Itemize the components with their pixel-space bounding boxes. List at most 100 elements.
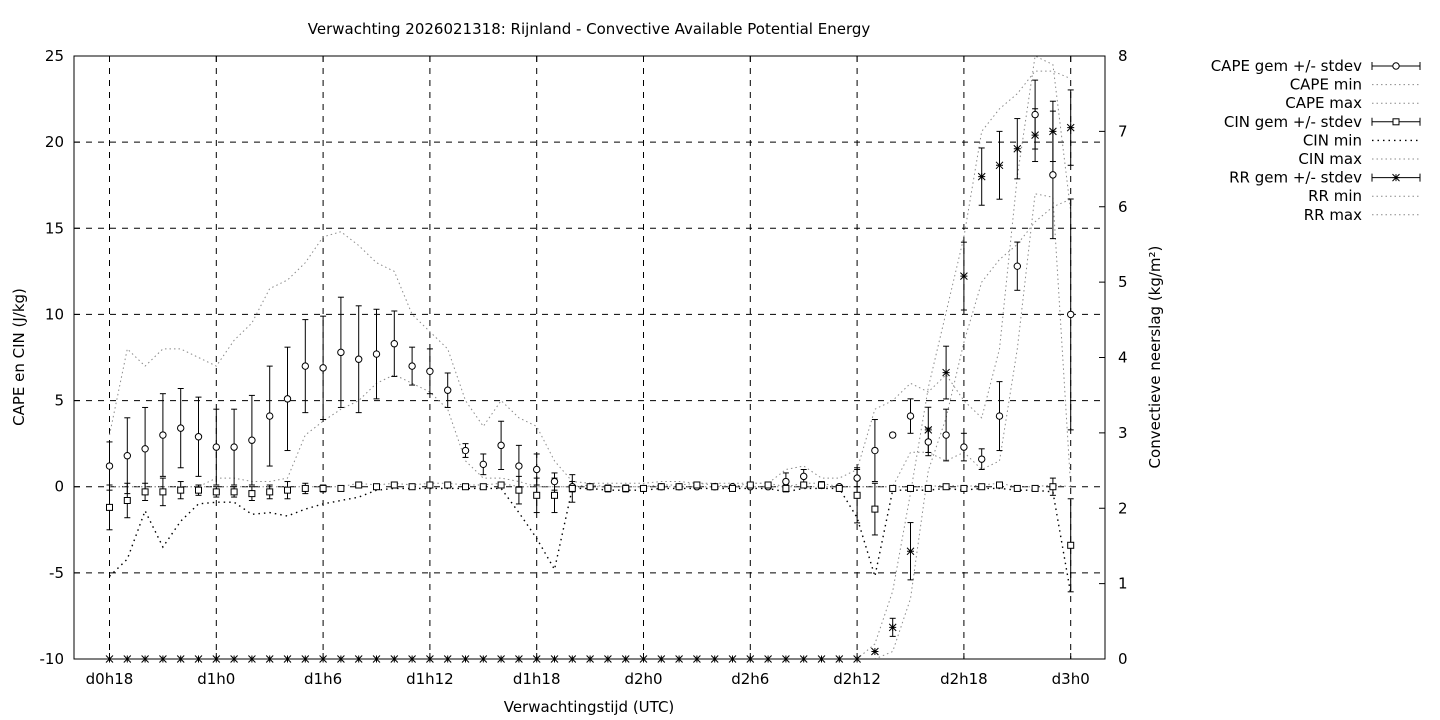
cape-gem-stdev-point [141,445,149,453]
rr-gem-stdev-point [888,623,897,632]
cape-gem-stdev-point [978,455,986,463]
cin-gem-stdev-point [195,486,202,494]
rr-gem-stdev-point [942,368,950,377]
grid [74,56,1105,659]
cape-gem-stdev-point [230,443,238,451]
rr-gem-stdev-point [995,161,1004,170]
y2-tick-label: 8 [1118,47,1128,65]
cape-gem-stdev-point [995,412,1004,420]
cin-gem-stdev-point [444,481,452,489]
cin-gem-stdev-point [1049,483,1057,491]
cape-gem-stdev-point [390,340,398,348]
cape-gem-stdev-point [123,452,132,460]
cin-gem-stdev-point [622,484,630,492]
rr-max-line [109,70,1071,660]
x-tick-label: d1h12 [406,670,454,688]
cape-gem-stdev-point [461,446,470,455]
x-tick-label: d2h18 [940,670,988,688]
legend-label-cape-max: CAPE max [1285,94,1362,112]
y2-tick-label: 7 [1118,122,1128,140]
cin-gem-stdev-point [764,481,772,489]
legend-marker-cin-gem-stdev [1392,118,1400,126]
axes: d0h18 d1h0 d1h6 d1h12 d1h18 d2h0 d2h6 d2h12 d2h1… [40,47,1128,688]
cin-gem-stdev-point [426,481,434,489]
cin-gem-stdev-point [141,488,149,496]
y2-tick-label: 2 [1118,499,1128,517]
legend-label-rr-max: RR max [1304,206,1362,224]
cape-gem-stdev-point [105,462,114,470]
x-tick-label: d3h0 [1052,670,1090,688]
cin-gem-stdev-point [408,483,416,491]
x-axis-label: Verwachtingstijd (UTC) [504,698,675,716]
y2-tick-label: 0 [1118,650,1128,668]
y-tick-label: 25 [45,47,64,65]
cin-gem-stdev-point [515,486,523,494]
cape-gem-stdev-point [426,367,434,375]
y-tick-label: 15 [45,219,64,237]
cin-gem-stdev-series [106,481,1075,549]
cape-gem-stdev-point [283,395,292,403]
rr-gem-stdev-point [1066,123,1075,132]
x-tick-label: d2h6 [731,670,769,688]
cin-gem-stdev-point [106,503,113,511]
cin-gem-stdev-point [479,483,487,491]
y2-tick-label: 6 [1118,198,1128,216]
legend-label-cape-min: CAPE min [1290,76,1362,94]
cin-gem-stdev-point [693,481,701,489]
cape-gem-stdev-point [248,436,256,444]
rr-gem-stdev-point [1049,127,1057,136]
y-axis-label: CAPE en CIN (J/kg) [10,288,28,426]
cin-gem-stdev-point [800,481,808,489]
rr-gem-stdev-point [1031,131,1039,139]
x-tick-label: d2h12 [833,670,881,688]
cin-gem-stdev-point [996,481,1003,489]
cin-gem-stdev-point [978,483,986,491]
cape-gem-stdev-point [550,477,559,486]
rr-gem-stdev-point [871,647,879,656]
cin-gem-stdev-point [835,484,843,492]
error-bars [106,79,1074,637]
cape-gem-stdev-point [177,424,185,432]
cin-gem-stdev-point [818,481,825,489]
legend-marker-cape-gem-stdev [1392,62,1400,70]
cin-gem-stdev-point [551,491,558,499]
x-tick-label: d2h0 [624,670,662,688]
cin-gem-stdev-point [355,481,363,489]
cin-gem-stdev-point [301,484,309,492]
legend-label-cape-gem-stdev: CAPE gem +/- stdev [1211,57,1362,75]
cape-gem-stdev-point [515,462,523,470]
cin-gem-stdev-point [284,486,291,494]
y2-axis-label: Convectieve neerslag (kg/m²) [1146,246,1164,469]
cape-gem-stdev-point [212,443,221,451]
cape-gem-stdev-point [853,474,861,482]
cin-gem-stdev-point [1067,541,1075,549]
cape-gem-stdev-point [800,472,808,481]
cin-gem-stdev-point [177,486,185,494]
cin-gem-stdev-point [604,484,612,492]
x-tick-label: d1h18 [513,670,561,688]
cape-gem-stdev-point [871,446,879,455]
cape-gem-stdev-point [889,431,897,439]
cape-gem-stdev-point [301,362,309,370]
cin-gem-stdev-point [123,496,131,504]
y-tick-label: 5 [54,392,64,410]
cin-gem-stdev-point [159,488,167,496]
cape-gem-stdev-point [319,364,327,372]
data-markers [105,110,1075,663]
cin-gem-stdev-point [337,484,345,492]
y-tick-label: -10 [40,650,65,668]
cape-gem-stdev-point [1031,110,1039,119]
y2-tick-label: 4 [1118,349,1128,367]
chart-title: Verwachting 2026021318: Rijnland - Conve… [308,20,871,38]
rr-gem-stdev-series [105,123,1075,663]
cin-gem-stdev-point [230,488,238,496]
y2-tick-label: 1 [1118,575,1128,593]
legend-label-rr-gem-stdev: RR gem +/- stdev [1229,169,1362,187]
cape-max-line [109,55,1072,484]
rr-min-line [109,198,1071,660]
x-tick-label: d0h18 [86,670,134,688]
cin-gem-stdev-point [711,483,719,491]
cape-gem-stdev-point [1013,262,1021,270]
y2-tick-label: 5 [1118,273,1128,291]
y-tick-label: -5 [49,564,64,582]
